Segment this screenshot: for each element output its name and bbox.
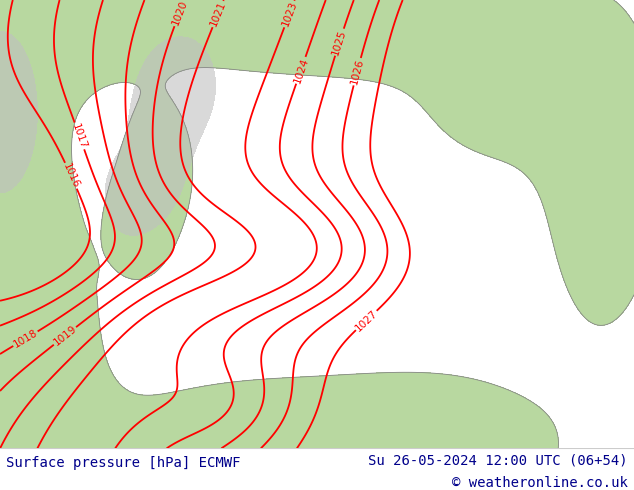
Text: © weatheronline.co.uk: © weatheronline.co.uk	[452, 475, 628, 490]
Text: 1016: 1016	[61, 162, 81, 190]
Text: 1017: 1017	[70, 122, 89, 150]
Text: 1025: 1025	[331, 28, 348, 56]
Text: 1027: 1027	[353, 308, 379, 333]
Text: 1026: 1026	[349, 58, 365, 86]
Text: Su 26-05-2024 12:00 UTC (06+54): Su 26-05-2024 12:00 UTC (06+54)	[368, 453, 628, 467]
Text: 1018: 1018	[11, 328, 39, 350]
Text: 1019: 1019	[51, 324, 79, 348]
Text: 1021: 1021	[209, 0, 228, 28]
Text: 1020: 1020	[170, 0, 189, 27]
Text: 1023: 1023	[280, 0, 299, 28]
Text: 1024: 1024	[292, 56, 310, 84]
Text: Surface pressure [hPa] ECMWF: Surface pressure [hPa] ECMWF	[6, 456, 241, 470]
